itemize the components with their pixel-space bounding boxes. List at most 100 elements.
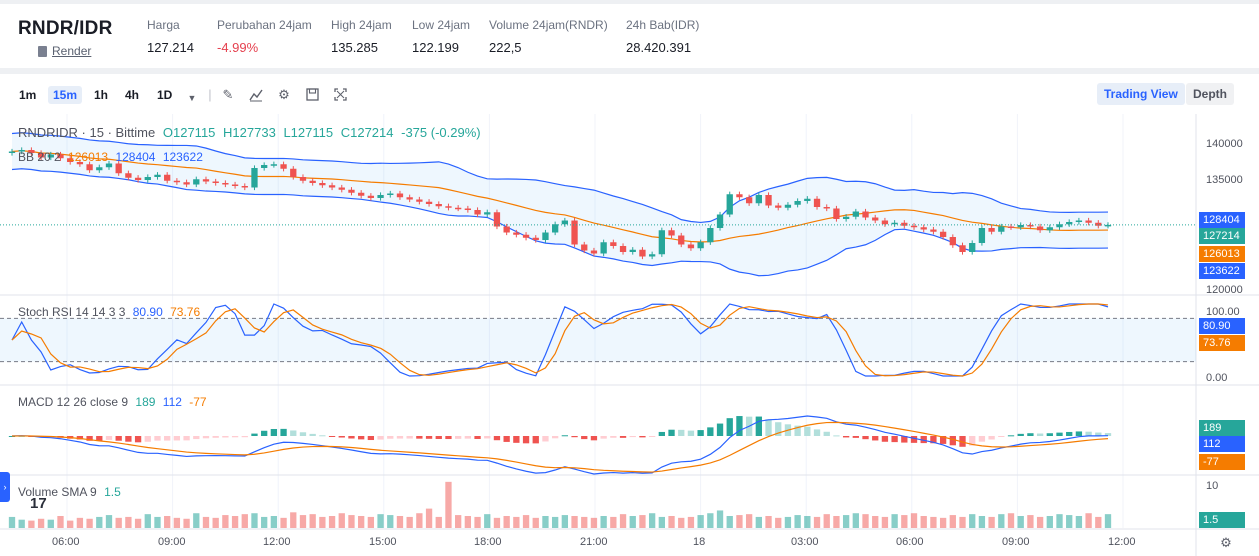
stoch-band-fill	[0, 318, 1196, 362]
volume-bar	[881, 516, 889, 528]
stat-value: 28.420.391	[626, 40, 692, 55]
timeframe-4h[interactable]: 4h	[125, 88, 140, 102]
macd-hist-bar	[105, 436, 113, 440]
volume-bar	[105, 515, 113, 528]
stoch-d-value: 73.76	[170, 305, 201, 319]
volume-bar	[833, 516, 840, 528]
volume-bar	[164, 516, 171, 528]
macd-hist-bar	[833, 435, 840, 437]
stoch-axis-label: 100.00	[1206, 306, 1240, 318]
gear-icon[interactable]: ⚙	[278, 87, 290, 102]
volume-bar	[377, 514, 384, 528]
stoch-legend: Stoch RSI 14 14 3 3 80.90 73.76	[18, 305, 204, 319]
volume-bar	[765, 516, 772, 528]
macd-hist-bar	[280, 428, 287, 436]
volume-bar	[590, 517, 598, 528]
volume-bar	[37, 518, 45, 528]
macd-hist-bar	[183, 436, 190, 441]
macd-hist-bar	[959, 436, 966, 447]
macd-hist-bar	[144, 436, 151, 442]
macd-hist-bar	[1027, 433, 1034, 436]
macd-hist-bar	[367, 436, 375, 441]
bb-lower-value: 123622	[162, 150, 203, 164]
chart-settings-icon[interactable]: ⚙	[1220, 535, 1232, 550]
volume-bar	[969, 514, 976, 528]
volume-bar	[930, 516, 937, 528]
macd-hist-bar	[755, 416, 762, 436]
macd-hist-bar	[794, 425, 801, 436]
volume-bar	[134, 518, 142, 528]
timeframe-1h[interactable]: 1h	[94, 88, 109, 102]
timeframe-1D[interactable]: 1D	[157, 88, 173, 102]
volume-bar	[1085, 513, 1092, 528]
volume-bar	[1036, 516, 1044, 528]
candle	[542, 232, 549, 240]
macd-hist-bar	[551, 436, 559, 439]
stat-2: High 24jam 135.285	[331, 18, 392, 55]
candle	[1075, 220, 1083, 222]
candle	[978, 228, 986, 243]
candle	[561, 220, 569, 225]
time-axis-label: 03:00	[791, 536, 819, 548]
candle	[784, 204, 792, 208]
volume-bar	[910, 513, 918, 528]
candle	[1056, 224, 1063, 228]
price-tag-bb-lower: 123622	[1199, 263, 1245, 279]
candle	[813, 198, 821, 207]
timeframe-1m[interactable]: 1m	[19, 88, 37, 102]
candle	[493, 212, 501, 227]
stat-label: Perubahan 24jam	[217, 18, 312, 32]
indicators-icon[interactable]	[249, 88, 263, 102]
stat-3: Low 24jam 122.199	[412, 18, 470, 55]
candle	[28, 150, 35, 153]
macd-hist-bar	[852, 436, 859, 438]
stoch-d-line	[11, 303, 1109, 377]
candle	[1066, 222, 1073, 225]
macd-hist-bar	[736, 416, 743, 436]
stat-label: Harga	[147, 18, 180, 32]
volume-bar	[212, 517, 219, 528]
volume-bar	[571, 516, 578, 528]
candle	[425, 201, 433, 204]
trading-view-button[interactable]: Trading View	[1097, 83, 1185, 105]
candle	[241, 186, 248, 188]
macd-hist-bar	[319, 435, 326, 437]
side-panel-toggle[interactable]: ›	[0, 472, 10, 502]
macd-hist-bar	[687, 430, 695, 436]
draw-pencil-icon[interactable]: ✎	[222, 87, 234, 102]
candle	[270, 164, 278, 166]
macd-hist-bar	[309, 433, 316, 436]
volume-bar	[1104, 514, 1112, 528]
candle	[1085, 220, 1092, 223]
volume-bar	[76, 517, 84, 528]
chart-canvas[interactable]	[0, 114, 1259, 556]
candle	[231, 184, 239, 186]
depth-button[interactable]: Depth	[1186, 83, 1234, 105]
stat-value: -4.99%	[217, 40, 259, 55]
candle	[998, 226, 1005, 232]
timeframe-dropdown-icon[interactable]: ▼	[187, 93, 197, 103]
pair-subtitle[interactable]: Render	[52, 44, 92, 58]
candle	[522, 234, 530, 238]
fullscreen-icon[interactable]	[333, 88, 347, 102]
symbol-label: RNDRIDR · 15 · Bittime	[18, 125, 156, 140]
volume-bar	[920, 516, 927, 528]
save-icon[interactable]	[305, 88, 319, 102]
macd-hist-bar	[464, 436, 472, 439]
candle	[1095, 222, 1102, 226]
pair-subtitle-link[interactable]: Render	[38, 44, 113, 58]
macd-hist-bar	[765, 419, 772, 436]
volume-bar	[658, 516, 665, 528]
candle	[76, 162, 84, 165]
macd-hist-bar	[387, 436, 394, 439]
market-header: RNDR/IDR Render Harga 127.214 Perubahan 2…	[0, 4, 1259, 68]
volume-bar	[678, 517, 685, 528]
volume-bar	[435, 516, 442, 528]
volume-bar	[668, 516, 675, 528]
candle	[949, 237, 956, 246]
timeframe-15m[interactable]: 15m	[48, 86, 83, 104]
bb-lower-line	[11, 168, 1109, 277]
macd-hist-bar	[445, 436, 452, 440]
macd-hist-bar	[610, 436, 617, 438]
candle	[891, 222, 898, 225]
